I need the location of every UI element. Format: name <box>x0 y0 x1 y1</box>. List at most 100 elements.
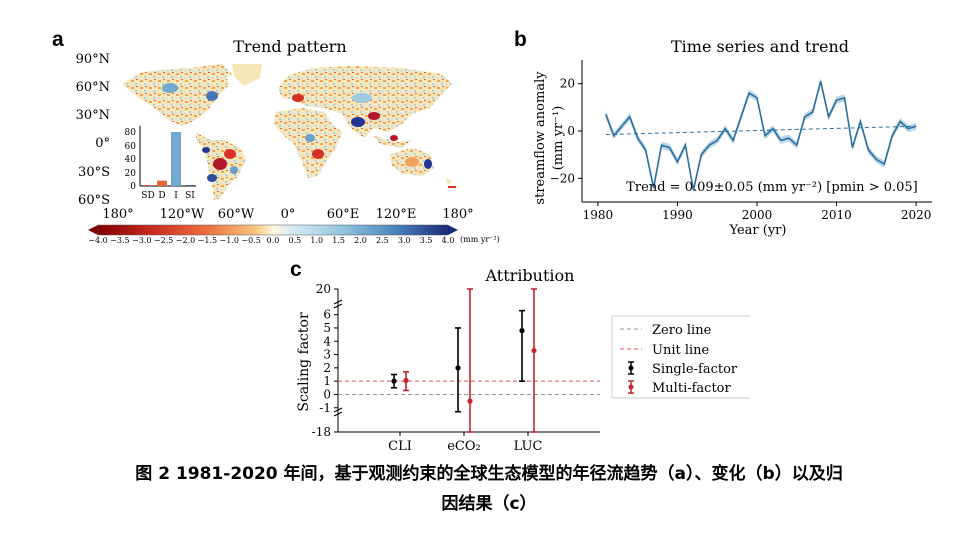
uncertainty-band <box>605 77 917 194</box>
panel-a-title: Trend pattern <box>233 37 347 56</box>
colorbar-tick: −3.5 <box>110 236 130 245</box>
legend-single-label: Single-factor <box>652 362 738 377</box>
inset-background <box>140 126 196 186</box>
colorbar-tick: 3.0 <box>397 236 411 245</box>
legend-unit-label: Unit line <box>652 343 710 358</box>
inset-bar-i <box>171 132 181 186</box>
anomaly-line <box>605 81 917 191</box>
errorbar-point <box>455 365 461 371</box>
colorbar-tick: 0.5 <box>288 236 302 245</box>
errorbar-point <box>467 398 473 404</box>
timeseries-chart: streamflow anomaly (mm yr⁻¹) 1980 1990 200… <box>533 60 932 238</box>
multi-factor-luc-errorbar <box>531 288 537 433</box>
single-factor-cli-errorbar <box>391 373 397 389</box>
errorbar-point <box>531 347 537 354</box>
errorbar-point <box>403 377 409 384</box>
multi-factor-eco-errorbar <box>467 288 473 433</box>
lat-label: 30°S <box>78 165 110 180</box>
lat-label: 90°N <box>75 52 110 67</box>
inset-ytick: 80 <box>125 128 137 138</box>
colorbar-tick: 2.5 <box>376 236 389 245</box>
lon-label: 120°W <box>159 207 205 222</box>
colorbar-tick: 1.5 <box>332 236 345 245</box>
inset-ytick: 0 <box>130 182 136 192</box>
y-tick-label: 2 <box>323 361 331 375</box>
hotspot-positive <box>424 159 432 169</box>
x-tick-label: 2020 <box>901 208 932 222</box>
trend-annotation: Trend = 0.09±0.05 (mm yr⁻²) [pmin > 0.05… <box>626 180 917 195</box>
land-antarctic-tip <box>448 186 456 188</box>
land-indonesia <box>374 136 412 148</box>
land-africa <box>274 108 342 178</box>
inset-bar-d <box>157 180 167 186</box>
y-tick-label: 5 <box>323 321 331 335</box>
ylabel-line1: streamflow anomaly <box>533 71 548 205</box>
single-factor-luc-errorbar <box>519 309 525 382</box>
axis-break-lower <box>333 407 343 417</box>
figure-caption-line1: 图 2 1981-2020 年间，基于观测约束的全球生态模型的年径流趋势（a）、… <box>135 464 843 484</box>
y-tick-label: 3 <box>323 348 331 362</box>
colorbar-tick: 3.5 <box>419 236 433 245</box>
land-arctic-islands <box>190 64 232 82</box>
inset-ytick: 40 <box>125 155 137 165</box>
y-tick-label: -18 <box>312 425 331 439</box>
hotspot-positive <box>351 117 365 127</box>
y-tick-label: 0 <box>567 124 575 138</box>
hotspot-negative <box>368 112 380 120</box>
hotspot-positive <box>206 91 218 101</box>
legend-zero-label: Zero line <box>652 323 712 338</box>
xlabel: Year (yr) <box>729 223 787 238</box>
inset-ytick: 20 <box>125 169 137 179</box>
colorbar-tick: 4.0 <box>441 236 455 245</box>
x-tick-label: 2000 <box>742 208 773 222</box>
panel-b-letter: b <box>514 28 527 51</box>
errorbar-point <box>391 378 397 384</box>
multi-factor-cli-errorbar <box>403 371 409 392</box>
colorbar-max-arrow <box>448 225 458 235</box>
lat-label: 0° <box>95 136 110 151</box>
inset-bar-sd <box>143 185 153 186</box>
lat-label: 60°S <box>78 193 110 208</box>
axis-break-upper <box>333 299 343 309</box>
y-tick-label: 1 <box>323 374 331 388</box>
hotspot-negative <box>405 157 419 167</box>
legend-multi-label: Multi-factor <box>652 381 732 396</box>
trend-line <box>605 125 917 136</box>
colorbar <box>88 224 458 236</box>
lat-label: 60°N <box>75 80 110 95</box>
colorbar-tick: −2.0 <box>175 236 196 245</box>
colorbar-tick: 2.0 <box>354 236 367 245</box>
lon-label: 180° <box>442 207 474 222</box>
hotspot-negative <box>224 149 236 159</box>
colorbar-min-arrow <box>88 225 98 235</box>
hotspot-negative <box>213 158 227 170</box>
hotspot-positive <box>352 93 372 103</box>
y-tick-label: 20 <box>316 282 331 296</box>
y-tick-label: 20 <box>560 77 575 91</box>
colorbar-tick: −4.0 <box>88 236 108 245</box>
hotspot-positive <box>230 166 238 174</box>
lon-label: 180° <box>102 207 134 222</box>
lon-label: 60°E <box>326 207 360 222</box>
colorbar-tick: 1.0 <box>310 236 324 245</box>
ylabel-line2: (mm yr⁻¹) <box>551 106 566 171</box>
panel-a-letter: a <box>52 28 64 51</box>
colorbar-tick: −3.0 <box>132 236 152 245</box>
inset-ytick: 60 <box>125 142 137 152</box>
colorbar-tick: −1.5 <box>197 236 218 245</box>
y-tick-label: -1 <box>319 401 331 415</box>
x-tick-label: eCO₂ <box>447 439 481 454</box>
colorbar-tick: −0.5 <box>241 236 261 245</box>
hotspot-positive <box>162 83 178 93</box>
lon-label: 120°E <box>375 207 417 222</box>
panel-b-title: Time series and trend <box>671 37 849 56</box>
y-tick-label: −20 <box>550 171 575 185</box>
hotspot-negative <box>390 135 398 141</box>
world-trend-map <box>122 64 456 200</box>
land-new-zealand <box>446 178 452 186</box>
figure-caption-line2: 因结果（c） <box>441 494 537 514</box>
land-greenland <box>232 64 262 86</box>
y-tick-label: 0 <box>323 387 331 401</box>
x-tick-label: LUC <box>514 439 543 454</box>
